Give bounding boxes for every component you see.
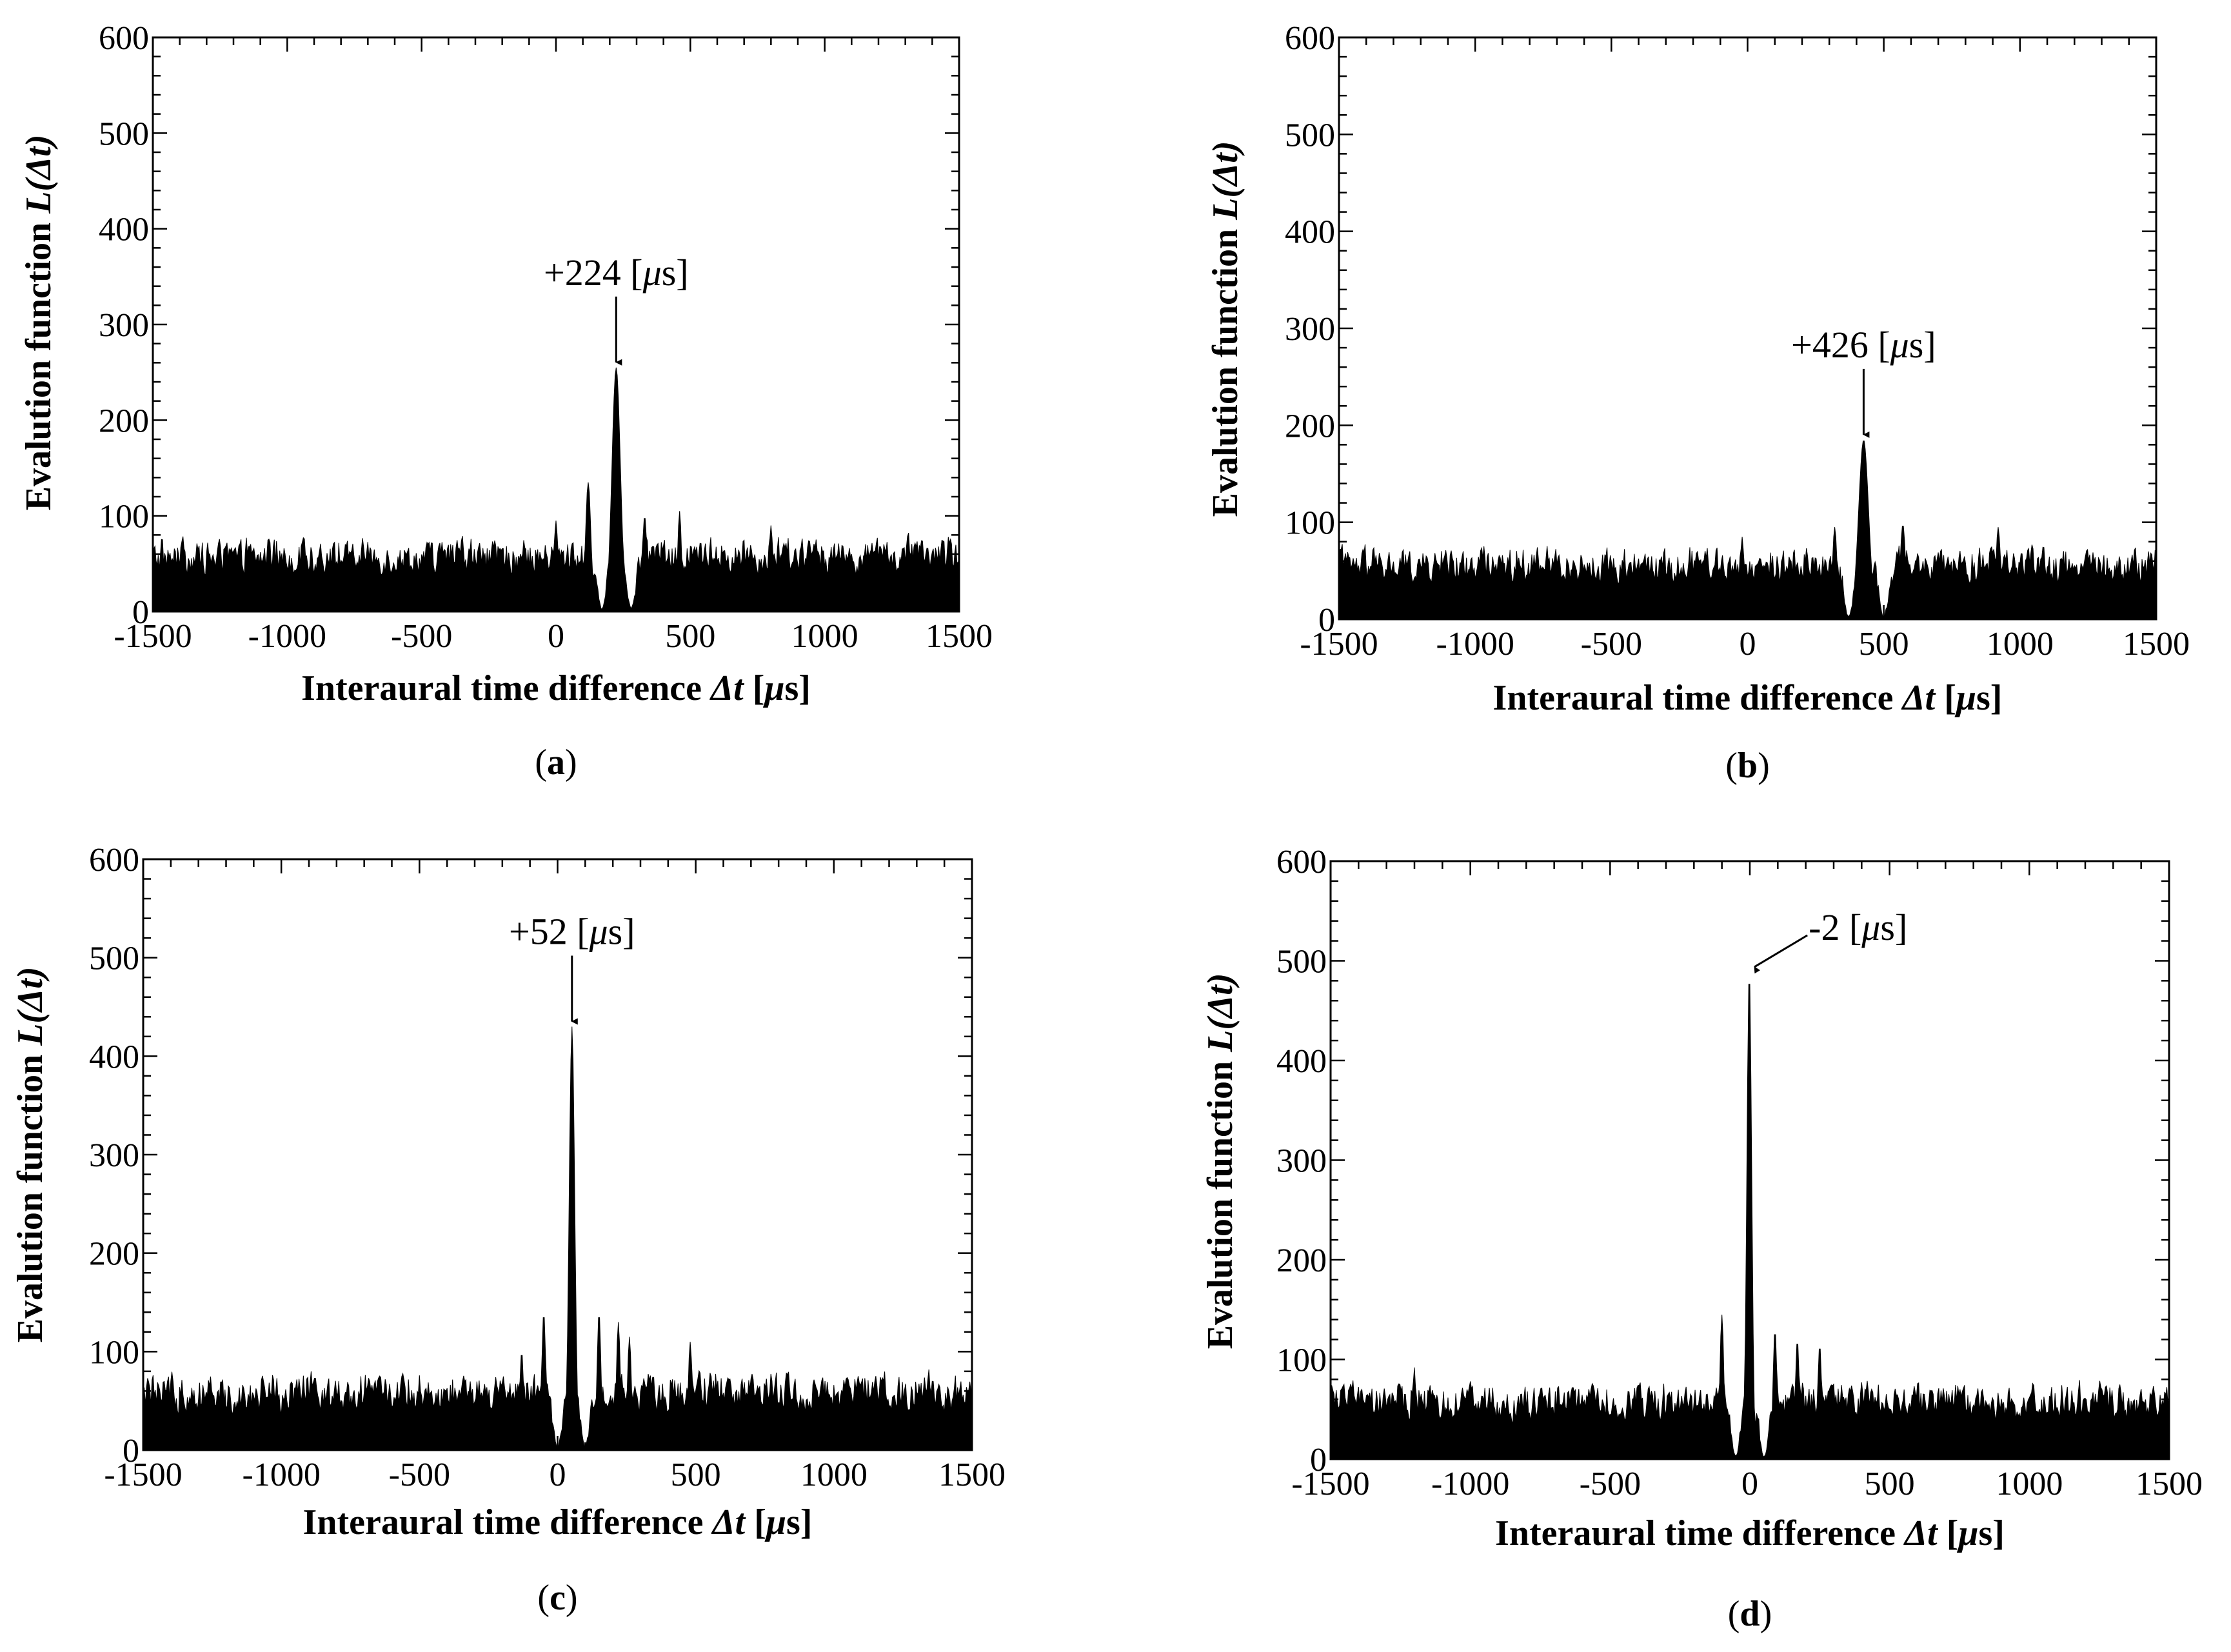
y-tick-label: 100 <box>99 499 149 535</box>
y-tick-label: 400 <box>89 1039 139 1075</box>
chart-panel-a: -1500 -1000 -500 0 500 1000 1500 0 100 200 300 400 5… <box>19 20 993 782</box>
x-axis-title: Interaural time difference Δt [μs] <box>303 1502 813 1542</box>
y-tick-label: 200 <box>99 403 149 439</box>
y-tick-label: 100 <box>1285 505 1335 542</box>
series-area-a <box>152 367 960 612</box>
annotation-label: -2 [μs] <box>1809 906 1907 948</box>
y-axis-title: Evalution function L(Δt) <box>10 967 50 1343</box>
annotation-arrow <box>1754 934 1808 974</box>
chart-panel-b: -1500 -1000 -500 0 500 1000 1500 0 100 200 300 400 5… <box>1205 20 2190 786</box>
y-tick-label: 400 <box>1285 214 1335 251</box>
x-tick-label: -1500 <box>1291 1466 1369 1502</box>
y-tick-label: 600 <box>99 20 149 57</box>
x-tick-label: 1000 <box>791 618 858 655</box>
y-axis-title: Evalution function L(Δt) <box>1205 141 1245 517</box>
y-tick-label: 500 <box>1285 117 1335 154</box>
y-axis-title: Evalution function L(Δt) <box>1200 973 1240 1349</box>
annotation-label: +52 [μs] <box>509 911 635 953</box>
x-tick-label: 1500 <box>938 1457 1006 1493</box>
x-axis-title: Interaural time difference Δt [μs] <box>301 668 811 708</box>
x-tick-label: 0 <box>1741 1466 1758 1502</box>
y-tick-label: 300 <box>89 1137 139 1174</box>
x-tick-label: -500 <box>1580 1466 1641 1502</box>
x-tick-label: 500 <box>1859 626 1909 662</box>
x-tick-label: -500 <box>389 1457 450 1493</box>
x-tick-label: -1000 <box>1431 1466 1509 1502</box>
y-tick-label: 200 <box>89 1236 139 1273</box>
x-tick-label: -500 <box>1581 626 1642 662</box>
x-tick-label: -1000 <box>243 1457 321 1493</box>
y-axis-title: Evalution function L(Δt) <box>19 135 59 511</box>
x-axis-title: Interaural time difference Δt [μs] <box>1493 678 2003 718</box>
x-tick-label: 500 <box>665 618 715 655</box>
x-tick-label: 1000 <box>1987 626 2054 662</box>
plot-frame <box>1338 36 2157 621</box>
panel-caption-a: (a) <box>535 742 577 782</box>
series-area-b <box>1338 441 2157 620</box>
panel-caption-d: (d) <box>1728 1594 1772 1634</box>
chart-panel-d: -1500 -1000 -500 0 500 1000 1500 0 100 200 300 400 5… <box>1200 844 2203 1634</box>
y-tick-label: 200 <box>1276 1242 1327 1279</box>
y-tick-label: 500 <box>99 115 149 152</box>
x-tick-label: -1500 <box>114 618 192 655</box>
y-tick-label: 100 <box>1276 1342 1327 1379</box>
chart-panel-c: -1500 -1000 -500 0 500 1000 1500 0 100 200 300 400 5… <box>10 842 1006 1618</box>
y-tick-label: 600 <box>1285 20 1335 57</box>
x-tick-label: 1000 <box>800 1457 868 1493</box>
x-tick-label: -500 <box>391 618 452 655</box>
x-tick-label: 500 <box>1865 1466 1915 1502</box>
y-tick-label: 400 <box>99 212 149 248</box>
x-tick-label: 1000 <box>1996 1466 2063 1502</box>
annotation-label: +426 [μs] <box>1791 324 1936 366</box>
panel-caption-c: (c) <box>537 1578 577 1618</box>
x-tick-label: 1500 <box>926 618 993 655</box>
x-tick-label: -1000 <box>1436 626 1514 662</box>
y-tick-label: 500 <box>89 940 139 977</box>
y-tick-label: 400 <box>1276 1043 1327 1080</box>
y-tick-label: 0 <box>1318 602 1335 639</box>
y-tick-label: 0 <box>1310 1442 1327 1478</box>
x-tick-label: 1500 <box>2136 1466 2203 1502</box>
x-tick-label: -1500 <box>104 1457 182 1493</box>
x-tick-label: 0 <box>548 618 564 655</box>
y-tick-label: 200 <box>1285 408 1335 444</box>
x-tick-label: 0 <box>550 1457 566 1493</box>
y-tick-label: 100 <box>89 1334 139 1371</box>
x-tick-label: 1500 <box>2123 626 2190 662</box>
y-tick-label: 600 <box>1276 844 1327 881</box>
x-tick-label: -1500 <box>1300 626 1378 662</box>
x-axis-title: Interaural time difference Δt [μs] <box>1495 1513 2005 1553</box>
annotation-label: +224 [μs] <box>544 252 689 294</box>
y-tick-label: 500 <box>1276 944 1327 980</box>
y-tick-label: 0 <box>132 594 149 631</box>
panel-caption-b: (b) <box>1725 746 1769 786</box>
y-tick-label: 600 <box>89 842 139 879</box>
series-area-d <box>1330 984 2170 1460</box>
y-tick-label: 0 <box>123 1433 139 1469</box>
series-area-c <box>143 1026 973 1451</box>
x-tick-label: 500 <box>671 1457 721 1493</box>
x-tick-label: -1000 <box>248 618 326 655</box>
y-tick-label: 300 <box>1285 311 1335 348</box>
y-tick-label: 300 <box>99 307 149 344</box>
x-tick-label: 0 <box>1740 626 1756 662</box>
y-tick-label: 300 <box>1276 1143 1327 1180</box>
